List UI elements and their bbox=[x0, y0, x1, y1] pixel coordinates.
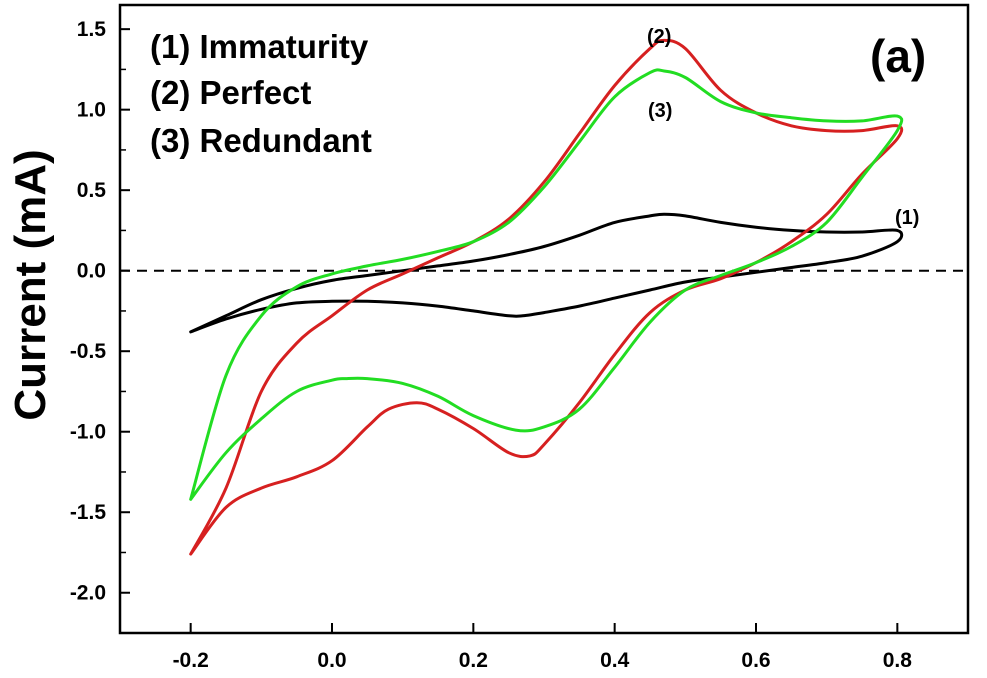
x-tick-label: 0.0 bbox=[317, 649, 346, 672]
y-tick-label: 1.0 bbox=[77, 99, 106, 122]
curve-label-2: (2) bbox=[647, 26, 671, 48]
y-tick-label: -0.5 bbox=[70, 340, 107, 363]
panel-label: (a) bbox=[870, 30, 926, 82]
series-curves bbox=[189, 38, 904, 556]
y-tick-label: -2.0 bbox=[70, 582, 106, 605]
y-tick-label: 1.5 bbox=[77, 18, 107, 41]
curve-label-1: (1) bbox=[895, 207, 919, 229]
y-tick-label: 0.0 bbox=[77, 260, 106, 283]
legend-entry-3: (3) Redundant bbox=[150, 122, 372, 159]
series-curve-3 bbox=[189, 68, 904, 501]
x-tick-label: 0.8 bbox=[883, 649, 913, 672]
x-tick-labels: -0.2 0.0 0.2 0.4 0.6 0.8 bbox=[173, 649, 913, 672]
y-tick-label: 0.5 bbox=[77, 179, 107, 202]
y-tick-label: -1.0 bbox=[70, 421, 106, 444]
x-tick-label: 0.6 bbox=[741, 649, 770, 672]
x-tick-label: 0.4 bbox=[600, 649, 630, 672]
x-tick-label: 0.2 bbox=[459, 649, 488, 672]
y-axis-label: Current (mA) bbox=[6, 149, 55, 420]
series-curve-2 bbox=[189, 38, 904, 556]
axis-ticks bbox=[120, 28, 899, 634]
x-tick-label: -0.2 bbox=[173, 649, 209, 672]
series-curve-1 bbox=[189, 212, 904, 334]
legend-entry-1: (1) Immaturity bbox=[150, 28, 369, 65]
plot-frame bbox=[118, 3, 970, 635]
y-tick-labels: 1.5 1.0 0.5 0.0 -0.5 -1.0 -1.5 -2.0 bbox=[70, 18, 107, 605]
legend-entry-2: (2) Perfect bbox=[150, 74, 311, 111]
y-tick-label: -1.5 bbox=[70, 501, 107, 524]
curve-label-3: (3) bbox=[648, 100, 672, 122]
